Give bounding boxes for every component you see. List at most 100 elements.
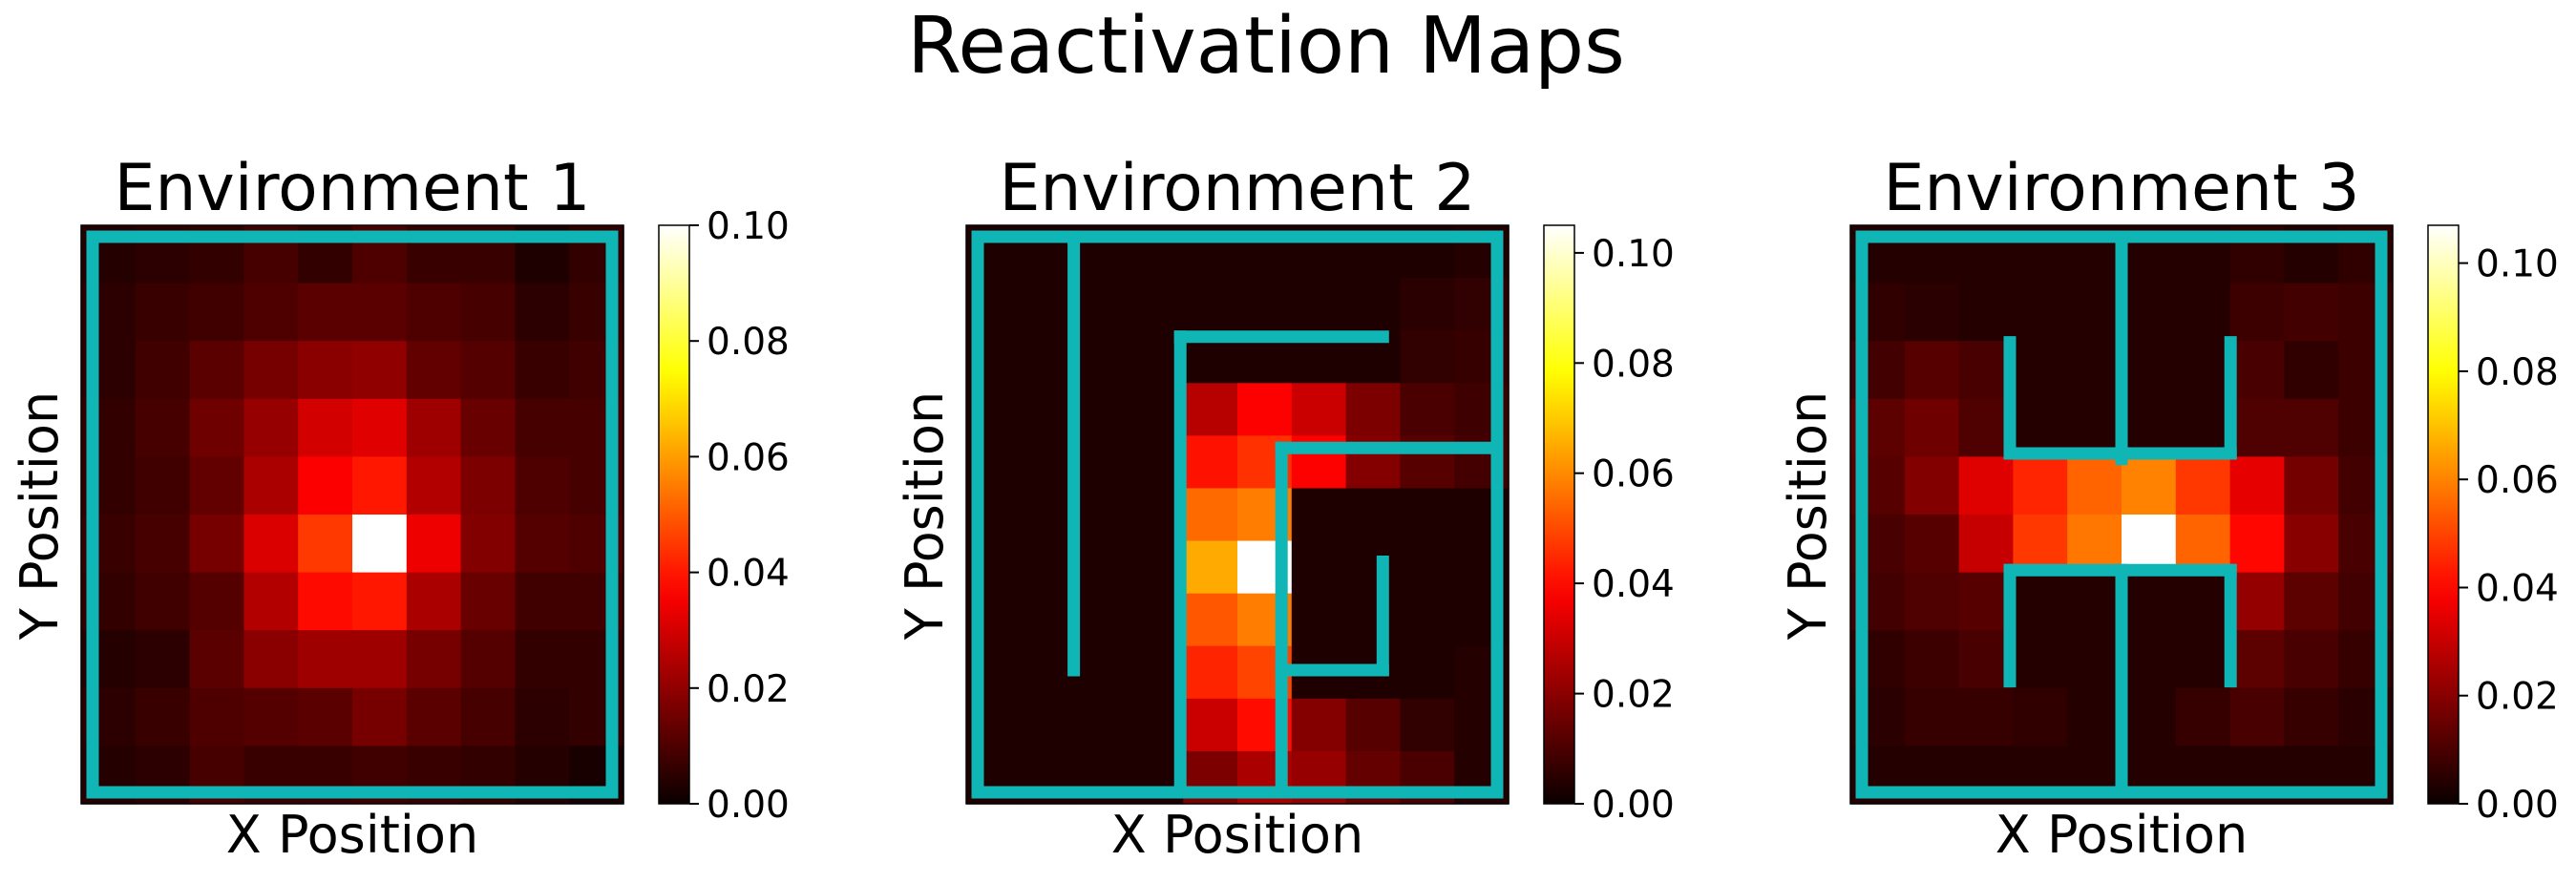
heatmap-cell xyxy=(2284,341,2339,400)
heatmap-cell xyxy=(1958,283,2014,342)
colorbar-tick-label: 0.00 xyxy=(2476,784,2559,827)
heatmap-cells xyxy=(966,225,1510,805)
heatmap-cell xyxy=(1345,383,1401,436)
heatmap-cell xyxy=(2013,687,2068,746)
heatmap-cell xyxy=(1904,283,1960,342)
heatmap-cell xyxy=(1183,435,1238,490)
heatmap-cell xyxy=(1400,330,1455,384)
heatmap-cell xyxy=(1345,593,1401,647)
heatmap-cell xyxy=(406,515,462,574)
colorbar-tick-label: 0.02 xyxy=(2476,676,2559,719)
heatmap-cell xyxy=(1074,435,1130,490)
heatmap-cell xyxy=(1958,515,2014,574)
colorbar-gradient xyxy=(658,224,690,805)
heatmap-cell xyxy=(515,398,570,457)
heatmap-cell xyxy=(1400,645,1455,700)
heatmap-cell xyxy=(189,341,244,400)
heatmap-cell xyxy=(406,687,462,746)
heatmap-cell xyxy=(2229,398,2285,457)
heatmap-cells xyxy=(1850,225,2394,805)
heatmap-cell xyxy=(2175,572,2231,631)
heatmap-cell xyxy=(2122,515,2177,574)
heatmap-cell xyxy=(2175,341,2231,400)
heatmap-cell xyxy=(298,283,353,342)
heatmap-cell xyxy=(2122,572,2177,631)
colorbar-tick-label: 0.08 xyxy=(707,321,790,364)
colorbar: 0.00 0.02 0.04 0.06 0.08 0.10 xyxy=(2427,224,2559,827)
heatmap-cell xyxy=(515,572,570,631)
colorbar-tick-label: 0.06 xyxy=(1592,453,1675,496)
heatmap-cell xyxy=(460,398,516,457)
heatmap-cell xyxy=(1904,456,1960,515)
heatmap-cell xyxy=(2229,687,2285,746)
heatmap-cell xyxy=(2067,515,2122,574)
heatmap-cell xyxy=(406,630,462,689)
heatmap-cell xyxy=(1020,593,1076,647)
x-axis-label: X Position xyxy=(1111,805,1363,865)
panel-title: Environment 2 xyxy=(999,151,1475,226)
heatmap-cell xyxy=(1020,435,1076,490)
x-axis-label: X Position xyxy=(226,805,478,865)
heatmap-cell xyxy=(298,515,353,574)
y-axis-label: Y Position xyxy=(10,391,70,641)
heatmap-cell xyxy=(352,687,408,746)
heatmap-cell xyxy=(460,456,516,515)
heatmap-cell xyxy=(515,283,570,342)
heatmap-cell xyxy=(1183,593,1238,647)
heatmap-cell xyxy=(1183,698,1238,752)
heatmap-cell xyxy=(2284,283,2339,342)
heatmap-cell xyxy=(2229,283,2285,342)
heatmap-cell xyxy=(189,283,244,342)
heatmap-cell xyxy=(2067,687,2122,746)
heatmap-cell xyxy=(352,572,408,631)
heatmap-cell xyxy=(2013,572,2068,631)
heatmap-cell xyxy=(2013,630,2068,689)
plot-frame xyxy=(80,224,624,805)
wall-layout xyxy=(1855,230,2388,799)
heatmap-cell xyxy=(1400,488,1455,542)
heatmap-cell xyxy=(406,398,462,457)
heatmap-cell xyxy=(298,398,353,457)
heatmap-cell xyxy=(2284,515,2339,574)
heatmap-cells xyxy=(81,225,624,805)
heatmap-cell xyxy=(1074,698,1130,752)
heatmap-cell xyxy=(1020,698,1076,752)
heatmap-cell xyxy=(243,572,299,631)
heatmap-cell xyxy=(352,283,408,342)
heatmap-cell xyxy=(189,687,244,746)
heatmap-cell xyxy=(1345,698,1401,752)
plot-frame xyxy=(965,224,1510,805)
panel-environment-1: Environment 1 X Position Y Position 0.00… xyxy=(10,151,790,865)
heatmap-cell xyxy=(1291,540,1347,595)
colorbar-tick-label: 0.04 xyxy=(707,553,790,596)
heatmap-cell xyxy=(2229,515,2285,574)
heatmap-cell xyxy=(189,572,244,631)
heatmap-cell xyxy=(298,456,353,515)
heatmap-cell xyxy=(1400,278,1455,331)
colorbar-gradient xyxy=(2427,224,2460,805)
heatmap-cell xyxy=(1237,278,1293,331)
heatmap-cell xyxy=(1183,540,1238,595)
heatmap-cell xyxy=(243,456,299,515)
heatmap-cell xyxy=(1291,698,1347,752)
y-axis-label: Y Position xyxy=(1778,391,1838,641)
heatmap-cell xyxy=(352,630,408,689)
heatmap-cell xyxy=(2284,630,2339,689)
heatmap-cell xyxy=(2122,456,2177,515)
heatmap-cell xyxy=(2122,283,2177,342)
heatmap-cell xyxy=(189,398,244,457)
heatmap-cell xyxy=(1074,278,1130,331)
heatmap-cell xyxy=(189,515,244,574)
heatmap-cell xyxy=(352,341,408,400)
heatmap-cell xyxy=(135,515,191,574)
heatmap-cell xyxy=(515,341,570,400)
colorbar-tick-label: 0.10 xyxy=(2476,243,2559,286)
figure-title: Reactivation Maps xyxy=(907,1,1625,92)
heatmap-cell xyxy=(406,283,462,342)
heatmap-cell xyxy=(135,283,191,342)
heatmap-cell xyxy=(135,687,191,746)
heatmap-cell xyxy=(243,283,299,342)
heatmap-cell xyxy=(515,515,570,574)
heatmap-cell xyxy=(1958,456,2014,515)
